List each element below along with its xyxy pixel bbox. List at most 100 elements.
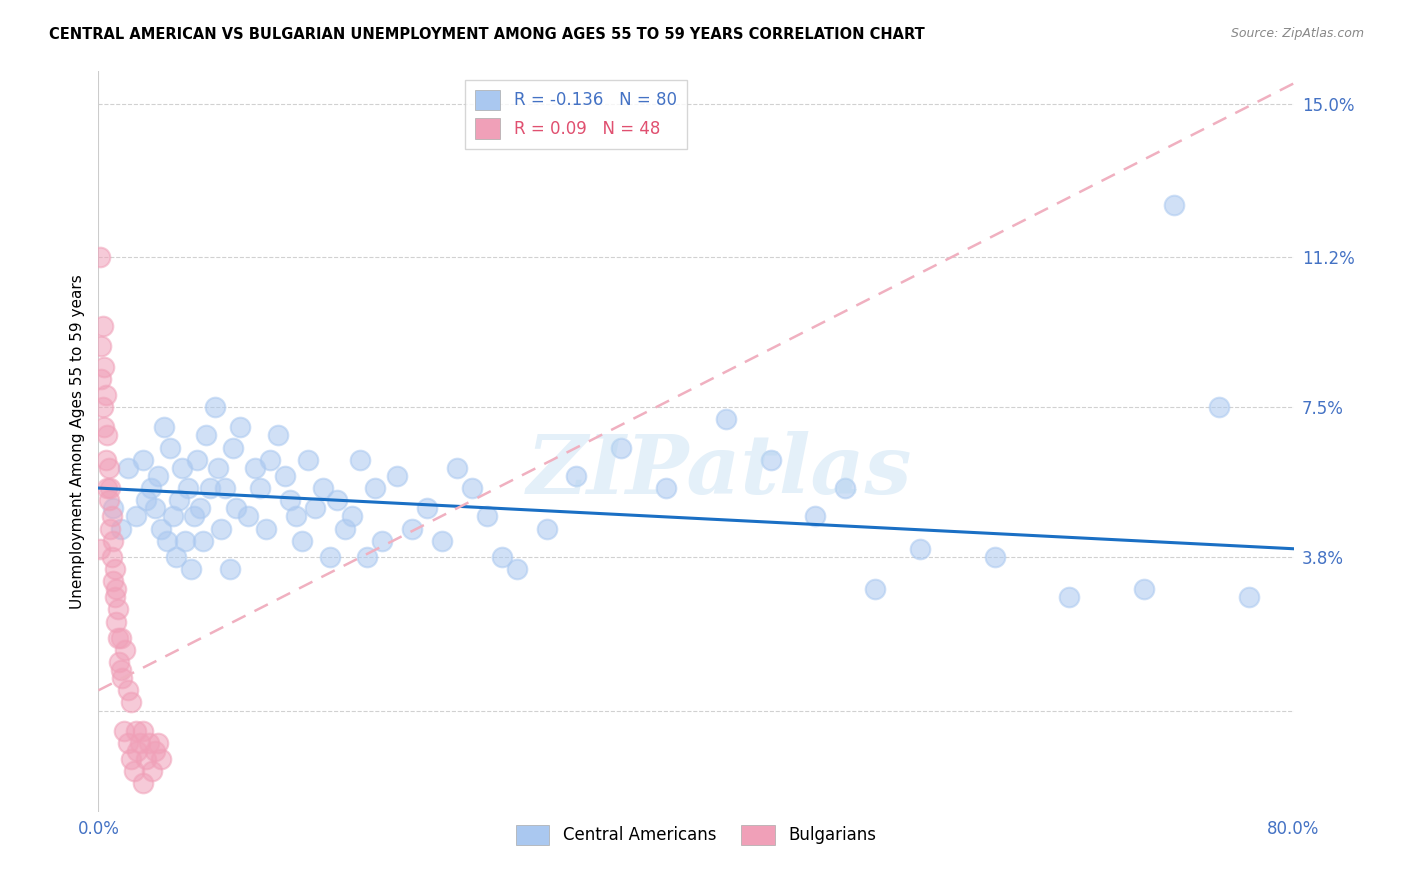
- Point: [278, 493, 301, 508]
- Point: [98, 522, 122, 536]
- Point: [865, 582, 887, 597]
- Point: [655, 481, 678, 495]
- Point: [204, 400, 226, 414]
- Point: [610, 441, 633, 455]
- Point: [984, 549, 1007, 564]
- Point: [117, 736, 139, 750]
- Point: [103, 533, 125, 548]
- Point: [91, 400, 114, 414]
- Point: [153, 420, 176, 434]
- Point: [97, 460, 120, 475]
- Point: [97, 493, 120, 508]
- Point: [371, 533, 394, 548]
- Point: [120, 752, 142, 766]
- Point: [148, 736, 170, 750]
- Point: [209, 522, 232, 536]
- Point: [834, 481, 856, 495]
- Point: [148, 469, 170, 483]
- Point: [401, 522, 423, 536]
- Point: [90, 372, 112, 386]
- Point: [139, 481, 162, 495]
- Point: [759, 452, 782, 467]
- Point: [129, 736, 152, 750]
- Point: [1237, 591, 1260, 605]
- Point: [120, 696, 142, 710]
- Point: [267, 428, 290, 442]
- Point: [93, 420, 115, 434]
- Point: [714, 412, 737, 426]
- Y-axis label: Unemployment Among Ages 55 to 59 years: Unemployment Among Ages 55 to 59 years: [69, 274, 84, 609]
- Point: [416, 501, 439, 516]
- Point: [103, 501, 125, 516]
- Point: [108, 655, 131, 669]
- Point: [326, 493, 349, 508]
- Point: [101, 509, 124, 524]
- Point: [195, 428, 218, 442]
- Point: [222, 441, 245, 455]
- Point: [342, 509, 364, 524]
- Point: [259, 452, 281, 467]
- Point: [908, 541, 931, 556]
- Point: [89, 251, 111, 265]
- Point: [254, 522, 277, 536]
- Point: [174, 533, 197, 548]
- Point: [1163, 198, 1185, 212]
- Point: [159, 441, 181, 455]
- Legend: Central Americans, Bulgarians: Central Americans, Bulgarians: [509, 818, 883, 852]
- Point: [94, 388, 117, 402]
- Point: [180, 562, 202, 576]
- Point: [132, 776, 155, 790]
- Point: [274, 469, 297, 483]
- Point: [177, 481, 200, 495]
- Point: [143, 744, 166, 758]
- Point: [138, 736, 160, 750]
- Point: [304, 501, 326, 516]
- Point: [107, 631, 129, 645]
- Point: [90, 339, 112, 353]
- Point: [150, 752, 173, 766]
- Point: [364, 481, 387, 495]
- Point: [111, 671, 134, 685]
- Point: [356, 549, 378, 564]
- Point: [114, 643, 136, 657]
- Point: [430, 533, 453, 548]
- Point: [200, 481, 222, 495]
- Point: [104, 591, 127, 605]
- Point: [167, 493, 190, 508]
- Point: [319, 549, 342, 564]
- Point: [172, 460, 194, 475]
- Point: [135, 493, 157, 508]
- Point: [125, 509, 148, 524]
- Point: [156, 533, 179, 548]
- Point: [297, 452, 319, 467]
- Point: [104, 562, 127, 576]
- Point: [186, 452, 208, 467]
- Point: [132, 723, 155, 738]
- Point: [214, 481, 236, 495]
- Point: [225, 501, 247, 516]
- Point: [117, 683, 139, 698]
- Point: [183, 509, 205, 524]
- Point: [804, 509, 827, 524]
- Point: [96, 481, 118, 495]
- Point: [110, 663, 132, 677]
- Point: [105, 615, 128, 629]
- Point: [89, 541, 111, 556]
- Point: [565, 469, 588, 483]
- Point: [124, 764, 146, 779]
- Point: [446, 460, 468, 475]
- Point: [107, 602, 129, 616]
- Point: [110, 631, 132, 645]
- Point: [162, 509, 184, 524]
- Point: [101, 549, 124, 564]
- Point: [229, 420, 252, 434]
- Text: ZIPatlas: ZIPatlas: [527, 431, 912, 511]
- Point: [105, 582, 128, 597]
- Point: [236, 509, 259, 524]
- Point: [91, 319, 114, 334]
- Point: [112, 723, 135, 738]
- Point: [143, 501, 166, 516]
- Point: [150, 522, 173, 536]
- Point: [536, 522, 558, 536]
- Point: [385, 469, 409, 483]
